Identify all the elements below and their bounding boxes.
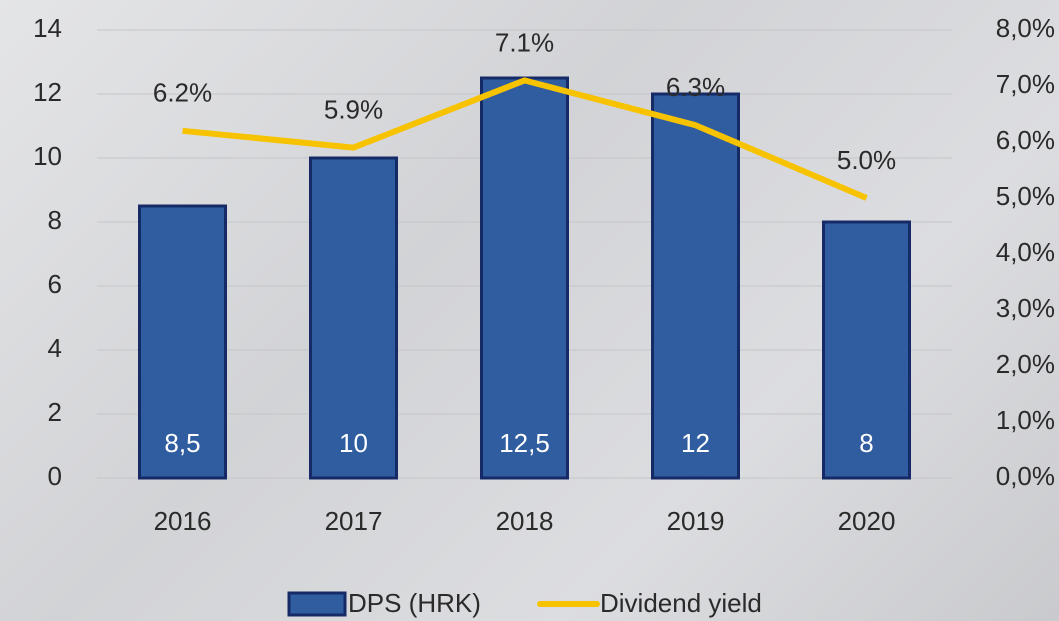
bar-value-label: 12	[681, 428, 710, 458]
x-tick-label: 2017	[325, 506, 383, 536]
line	[182, 77, 868, 201]
bar	[651, 92, 740, 480]
line-value-label: 5.0%	[837, 145, 896, 175]
legend-label: DPS (HRK)	[348, 588, 481, 618]
x-tick-label: 2018	[496, 506, 554, 536]
line-value-label: 6.3%	[666, 72, 725, 102]
x-tick-label: 2019	[667, 506, 725, 536]
y-tick-label: 14	[33, 13, 62, 43]
bar-value-label: 10	[339, 428, 368, 458]
bar	[138, 204, 227, 480]
y2-tick-label: 1,0%	[996, 405, 1055, 435]
bar	[480, 76, 569, 480]
y-tick-label: 0	[48, 461, 62, 491]
y2-tick-label: 6,0%	[996, 125, 1055, 155]
bar-value-label: 8,5	[164, 428, 200, 458]
bar	[309, 156, 398, 480]
line-value-label: 5.9%	[324, 94, 383, 124]
x-tick-label: 2020	[838, 506, 896, 536]
y2-tick-label: 7,0%	[996, 69, 1055, 99]
y2-tick-label: 0,0%	[996, 461, 1055, 491]
bar	[822, 220, 911, 480]
y2-tick-label: 4,0%	[996, 237, 1055, 267]
y-tick-label: 4	[48, 333, 62, 363]
y-tick-label: 2	[48, 397, 62, 427]
y2-tick-label: 3,0%	[996, 293, 1055, 323]
x-tick-label: 2016	[154, 506, 212, 536]
y2-tick-label: 2,0%	[996, 349, 1055, 379]
y-tick-label: 8	[48, 205, 62, 235]
y-tick-label: 6	[48, 269, 62, 299]
y2-tick-label: 8,0%	[996, 13, 1055, 43]
bar-value-label: 8	[859, 428, 873, 458]
y2-tick-label: 5,0%	[996, 181, 1055, 211]
y-tick-label: 12	[33, 77, 62, 107]
legend-label: Dividend yield	[600, 588, 762, 618]
legend-swatch	[287, 591, 347, 617]
line-value-label: 6.2%	[153, 78, 212, 108]
y-tick-label: 10	[33, 141, 62, 171]
bar-value-label: 12,5	[499, 428, 550, 458]
line-value-label: 7.1%	[495, 27, 554, 57]
